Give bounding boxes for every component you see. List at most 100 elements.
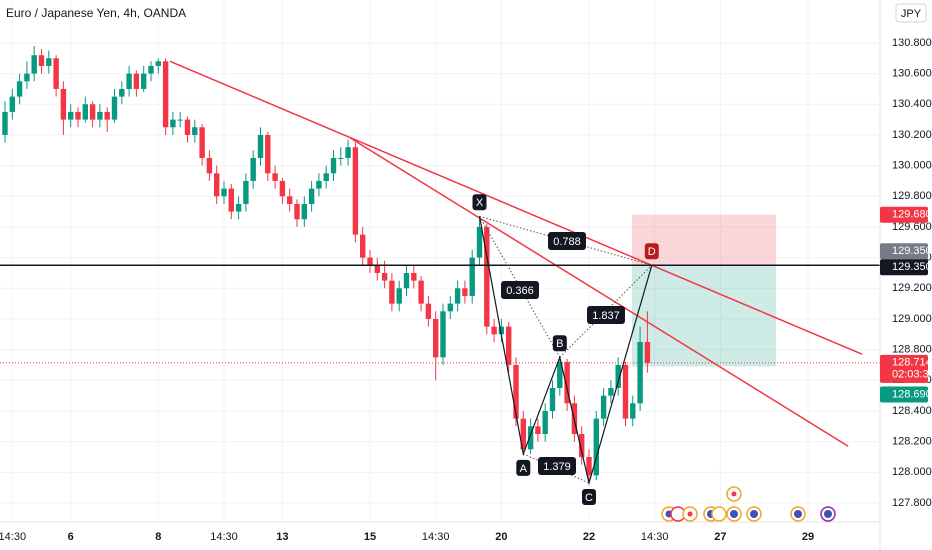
candle-body [235, 203, 242, 212]
y-tick-label: 130.800 [892, 37, 932, 49]
candle-body [257, 134, 264, 158]
candle-body [279, 180, 286, 197]
candle-body [148, 65, 154, 74]
candle-body [75, 111, 81, 120]
candle-body [637, 341, 643, 404]
ratio-box [587, 306, 625, 324]
price-tag-label: 128.714 [892, 357, 932, 369]
candle-body [287, 196, 293, 204]
candle-body [53, 58, 59, 89]
y-tick-label: 129.800 [892, 190, 932, 202]
price-tag [880, 206, 928, 223]
ratio-label: 1.379 [543, 461, 571, 473]
currency[interactable]: JPY [901, 8, 922, 20]
x-tick-label: 29 [802, 531, 814, 543]
y-tick-label: 128.200 [892, 436, 932, 448]
event-icon [731, 491, 737, 497]
pattern-point-box [472, 194, 487, 211]
candle-body [564, 361, 570, 404]
x-tick-label: 20 [495, 531, 507, 543]
candle-body [549, 387, 556, 411]
ratio-label: 0.366 [506, 285, 534, 297]
candle-body [155, 61, 161, 66]
candle-body [170, 119, 176, 128]
event-icon [750, 510, 758, 518]
candle-body [162, 61, 169, 128]
candle-body [447, 303, 453, 312]
candle-body [469, 257, 475, 296]
candle-body [506, 326, 512, 365]
candle-body [24, 73, 30, 82]
candle-body [600, 395, 607, 419]
candle-body [389, 280, 395, 304]
trend-line [349, 137, 849, 447]
candle-body [228, 188, 234, 212]
candle-body [250, 157, 256, 181]
currency-box[interactable] [895, 3, 927, 23]
candle-body [396, 288, 402, 304]
candle-body [272, 173, 278, 181]
pattern-point-label: X [476, 197, 484, 209]
y-tick-label: 130.600 [892, 68, 932, 80]
candle-body [119, 88, 125, 97]
ratio-box [501, 281, 539, 299]
candle-body [243, 180, 249, 204]
price-tag-label: 129.680 [892, 209, 932, 221]
y-tick-label: 128.400 [892, 405, 932, 417]
candle-body [440, 311, 446, 358]
candle-body [31, 55, 37, 74]
candle-body [557, 361, 563, 388]
ratio-box [538, 457, 576, 475]
candle-body [82, 104, 88, 120]
trend-line [169, 60, 863, 355]
pattern-point-label: C [585, 492, 593, 504]
pattern-point-box [516, 459, 531, 476]
ratio-box [548, 232, 586, 250]
candle-body [513, 364, 519, 419]
pattern-point-label: D [648, 246, 656, 258]
candle-body [330, 157, 337, 174]
candle-body [433, 318, 439, 358]
x-tick-label: 14:30 [0, 531, 26, 543]
x-tick-label: 14:30 [641, 531, 669, 543]
event-icon [730, 510, 738, 518]
price-tag [880, 243, 928, 260]
candle-body [462, 288, 468, 296]
candle-body [615, 364, 621, 388]
candle-body [622, 364, 629, 419]
candle-body [491, 326, 497, 335]
candle-body [381, 272, 388, 281]
candle-body [476, 226, 483, 258]
y-tick-label: 129.600 [892, 221, 932, 233]
candle-body [542, 410, 548, 434]
candle-body [345, 147, 351, 158]
y-tick-label: 128.800 [892, 344, 932, 356]
target-zone [632, 265, 776, 367]
x-tick-label: 14:30 [422, 531, 450, 543]
candle-body [265, 134, 271, 174]
price-axis: 127.800128.000128.200128.400128.600128.8… [880, 37, 932, 509]
candle-body [323, 173, 329, 181]
candle-body [192, 127, 198, 135]
chart-title: Euro / Japanese Yen, 4h, OANDA [6, 6, 186, 20]
pattern-point-box [582, 489, 596, 506]
candle-body [141, 73, 147, 89]
candle-body [630, 403, 636, 419]
candle-body [308, 188, 315, 204]
candle-body [418, 280, 424, 304]
candle-body [60, 88, 67, 120]
candle-body [527, 426, 534, 450]
grid [0, 0, 880, 522]
event-icon[interactable] [711, 506, 727, 522]
x-tick-label: 15 [364, 531, 376, 543]
event-icons [661, 486, 836, 522]
candle-body [498, 326, 505, 335]
candle-body [535, 426, 541, 434]
candle-body [374, 265, 380, 273]
price-tag [880, 354, 928, 383]
candle-body [199, 127, 205, 158]
candle-body [352, 147, 359, 235]
candle-body [294, 203, 300, 220]
